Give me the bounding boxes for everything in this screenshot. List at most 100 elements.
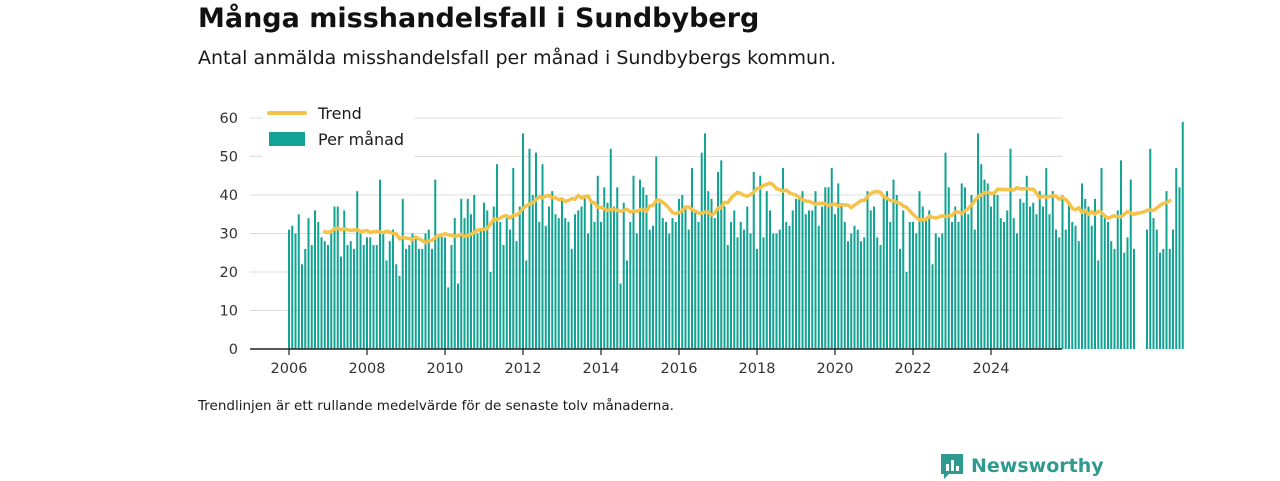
bar xyxy=(440,233,443,349)
bar xyxy=(635,233,638,349)
legend-bar-label: Per månad xyxy=(318,130,404,149)
bar xyxy=(937,237,941,349)
bar xyxy=(772,233,775,349)
bar xyxy=(947,187,950,349)
bar xyxy=(443,237,447,349)
bar xyxy=(482,202,486,349)
bar xyxy=(811,210,814,349)
bar xyxy=(398,275,401,349)
bar xyxy=(876,237,879,349)
bar xyxy=(1171,229,1175,349)
bar xyxy=(762,237,765,349)
bar xyxy=(843,221,846,349)
bar xyxy=(733,210,736,349)
bar xyxy=(599,221,603,349)
bar xyxy=(512,168,515,349)
bar xyxy=(1051,191,1054,349)
bar xyxy=(1126,237,1129,349)
bar xyxy=(986,183,989,349)
bar xyxy=(915,233,918,349)
bar xyxy=(798,198,801,349)
bar xyxy=(697,221,700,349)
bar xyxy=(534,152,538,349)
bar xyxy=(960,183,963,349)
bar xyxy=(518,206,521,349)
bar xyxy=(528,148,531,349)
bar xyxy=(612,206,616,349)
bar xyxy=(411,233,414,349)
bar xyxy=(349,241,352,349)
bar xyxy=(1025,175,1028,349)
bar xyxy=(681,195,684,349)
bar xyxy=(983,179,986,349)
x-tick-label: 2022 xyxy=(895,361,932,377)
bar xyxy=(668,233,671,349)
bar xyxy=(1129,179,1132,349)
bar xyxy=(638,179,642,349)
bar xyxy=(879,245,882,349)
bar xyxy=(980,164,983,349)
bar xyxy=(1181,121,1184,349)
bar xyxy=(895,195,898,349)
y-tick-label: 50 xyxy=(220,150,238,166)
bar xyxy=(739,221,742,349)
bar xyxy=(1149,148,1152,349)
bar xyxy=(489,272,492,349)
bar xyxy=(294,233,297,349)
bar xyxy=(343,210,346,349)
footnote: Trendlinjen är ett rullande medelvärde f… xyxy=(198,398,674,414)
bar xyxy=(976,133,980,349)
bar xyxy=(492,206,495,349)
bar xyxy=(1012,218,1015,349)
bar xyxy=(619,283,622,349)
bar xyxy=(453,218,456,349)
bar xyxy=(499,221,502,349)
bar xyxy=(378,179,382,349)
bar xyxy=(814,191,817,349)
bar xyxy=(1041,206,1045,349)
bar xyxy=(703,133,707,349)
y-tick-label: 40 xyxy=(220,188,238,204)
bar xyxy=(1132,248,1136,349)
bar xyxy=(333,206,336,349)
bar xyxy=(850,233,853,349)
bar xyxy=(408,245,411,349)
bar xyxy=(885,191,889,349)
bar xyxy=(570,248,573,349)
bar xyxy=(326,245,330,349)
bar xyxy=(1175,168,1178,349)
bar xyxy=(902,210,905,349)
y-tick-label: 20 xyxy=(220,265,238,281)
chart-subtitle: Antal anmälda misshandelsfall per månad … xyxy=(198,47,837,69)
bar xyxy=(1090,225,1093,349)
bar xyxy=(720,160,723,349)
bar xyxy=(778,229,781,349)
bar xyxy=(723,206,726,349)
bar xyxy=(794,198,798,349)
bar xyxy=(547,206,551,349)
bar xyxy=(544,225,547,349)
bar xyxy=(330,233,333,349)
bar xyxy=(417,248,421,349)
bar xyxy=(456,283,460,349)
bar xyxy=(460,198,463,349)
x-tick-label: 2018 xyxy=(739,361,776,377)
bar xyxy=(385,260,388,349)
brand[interactable]: Newsworthy xyxy=(940,451,1104,481)
bar xyxy=(869,210,872,349)
bar xyxy=(833,214,837,349)
bar xyxy=(804,214,807,349)
chart-title: Många misshandelsfall i Sundbyberg xyxy=(198,3,760,34)
bar xyxy=(1145,229,1149,349)
bar xyxy=(495,164,499,349)
bar xyxy=(921,206,924,349)
bar xyxy=(759,175,762,349)
bar xyxy=(336,206,339,349)
bar xyxy=(645,195,648,349)
bar xyxy=(967,214,970,349)
bar xyxy=(1002,221,1006,349)
bar xyxy=(1048,214,1051,349)
bar xyxy=(625,260,629,349)
bar xyxy=(1162,248,1165,349)
